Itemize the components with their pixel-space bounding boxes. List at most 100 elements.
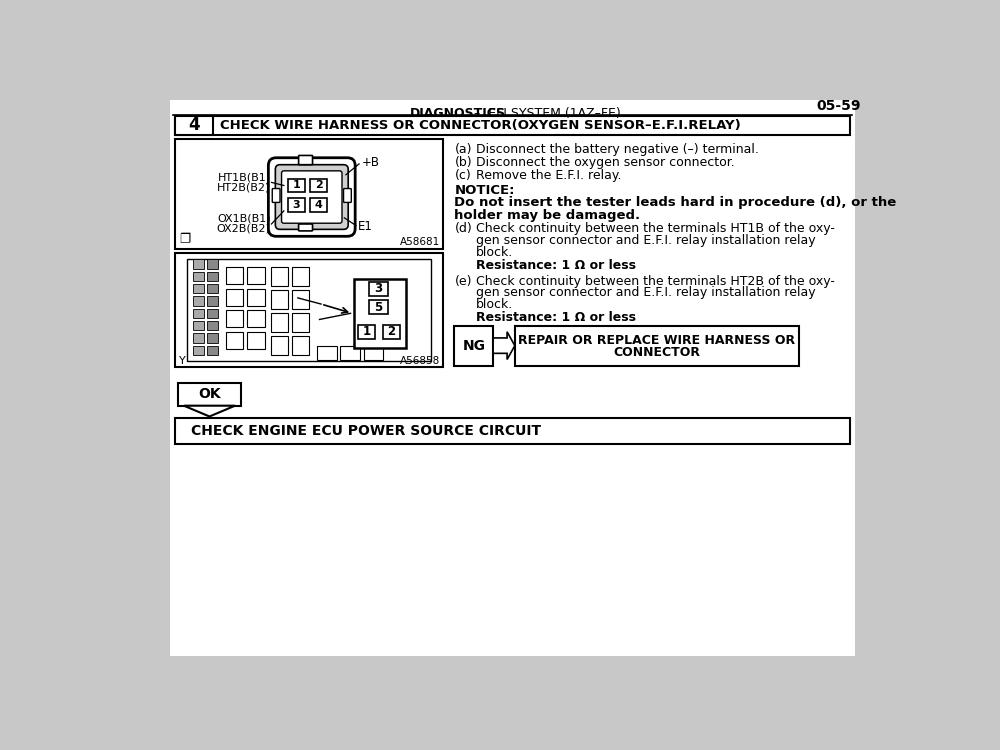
Bar [207, 346, 218, 355]
Text: Disconnect the battery negative (–) terminal.: Disconnect the battery negative (–) term… [476, 143, 759, 156]
Text: 3: 3 [292, 200, 300, 210]
Text: 4: 4 [188, 116, 200, 134]
Text: 5: 5 [374, 301, 383, 313]
Bar [193, 284, 204, 293]
Text: holder may be damaged.: holder may be damaged. [454, 209, 640, 221]
Text: 1: 1 [292, 181, 300, 190]
Text: +B: +B [361, 156, 379, 169]
FancyBboxPatch shape [272, 188, 280, 202]
Text: –  EFI SYSTEM (1AZ–FE): – EFI SYSTEM (1AZ–FE) [470, 107, 621, 120]
FancyBboxPatch shape [299, 224, 313, 231]
Bar [340, 346, 360, 359]
Text: A56858: A56858 [400, 356, 440, 366]
Text: Disconnect the oxygen sensor connector.: Disconnect the oxygen sensor connector. [476, 156, 735, 170]
Bar [364, 346, 383, 359]
Text: HT2B(B2): HT2B(B2) [217, 182, 271, 192]
Bar [454, 326, 493, 366]
Bar [226, 310, 243, 327]
Bar [175, 116, 850, 135]
Text: (e): (e) [454, 274, 472, 288]
Text: Y: Y [179, 356, 186, 366]
Bar [354, 279, 406, 348]
Text: gen sensor connector and E.F.I. relay installation relay: gen sensor connector and E.F.I. relay in… [476, 234, 816, 247]
Text: Resistance: 1 Ω or less: Resistance: 1 Ω or less [476, 259, 636, 272]
Bar [175, 254, 443, 368]
Bar [292, 267, 309, 286]
Bar [310, 198, 327, 211]
Text: 05-59: 05-59 [817, 99, 861, 113]
Bar [292, 290, 309, 309]
Bar [187, 260, 431, 361]
Text: NG: NG [462, 339, 485, 352]
Bar [358, 325, 375, 339]
Bar [178, 382, 241, 406]
Text: (a): (a) [454, 143, 472, 156]
FancyBboxPatch shape [275, 165, 348, 230]
Bar [193, 309, 204, 318]
Polygon shape [184, 406, 235, 416]
Bar [193, 272, 204, 281]
Text: 2: 2 [315, 181, 323, 190]
Text: HT1B(B1): HT1B(B1) [218, 172, 271, 182]
Bar [193, 346, 204, 355]
Bar [292, 337, 309, 355]
Bar [247, 310, 264, 327]
Bar [207, 260, 218, 268]
Bar [193, 321, 204, 330]
Bar [193, 296, 204, 305]
Text: gen sensor connector and E.F.I. relay installation relay: gen sensor connector and E.F.I. relay in… [476, 286, 816, 299]
Bar [175, 116, 213, 135]
Text: block.: block. [476, 298, 513, 311]
Bar [207, 284, 218, 293]
Text: OX1B(B1): OX1B(B1) [217, 214, 271, 223]
Bar [292, 314, 309, 332]
Bar [207, 309, 218, 318]
Bar [207, 272, 218, 281]
Bar [271, 290, 288, 309]
Bar [271, 337, 288, 355]
Bar [207, 296, 218, 305]
Text: OK: OK [198, 387, 221, 401]
Text: Resistance: 1 Ω or less: Resistance: 1 Ω or less [476, 311, 636, 324]
Text: OX2B(B2): OX2B(B2) [217, 224, 271, 233]
Bar [170, 100, 855, 656]
Text: 2: 2 [388, 326, 396, 338]
FancyBboxPatch shape [282, 171, 342, 224]
Text: Check continuity between the terminals HT2B of the oxy-: Check continuity between the terminals H… [476, 274, 835, 288]
Polygon shape [493, 332, 515, 359]
Bar [369, 300, 388, 314]
Bar [226, 332, 243, 349]
Bar [383, 325, 400, 339]
Text: ❐: ❐ [179, 232, 190, 245]
Text: CONNECTOR: CONNECTOR [614, 346, 701, 359]
Bar [515, 326, 799, 366]
Bar [271, 267, 288, 286]
Bar [207, 333, 218, 343]
Bar [226, 267, 243, 284]
Bar [271, 314, 288, 332]
Text: E1: E1 [358, 220, 372, 232]
Bar [226, 289, 243, 305]
Bar [369, 282, 388, 296]
Text: DIAGNOSTICS: DIAGNOSTICS [410, 107, 506, 120]
Bar [247, 267, 264, 284]
Text: 1: 1 [363, 326, 371, 338]
Text: (d): (d) [454, 223, 472, 236]
Bar [288, 198, 305, 211]
Bar [310, 178, 327, 193]
Bar [193, 260, 204, 268]
Text: block.: block. [476, 245, 513, 259]
Bar [175, 140, 443, 250]
FancyBboxPatch shape [344, 188, 351, 202]
Text: (b): (b) [454, 156, 472, 170]
Bar [288, 178, 305, 193]
Text: Remove the E.F.I. relay.: Remove the E.F.I. relay. [476, 170, 622, 182]
Text: REPAIR OR REPLACE WIRE HARNESS OR: REPAIR OR REPLACE WIRE HARNESS OR [518, 334, 796, 346]
Text: CHECK ENGINE ECU POWER SOURCE CIRCUIT: CHECK ENGINE ECU POWER SOURCE CIRCUIT [191, 424, 541, 438]
Bar [247, 332, 264, 349]
Bar [247, 289, 264, 305]
Text: CHECK WIRE HARNESS OR CONNECTOR(OXYGEN SENSOR–E.F.I.RELAY): CHECK WIRE HARNESS OR CONNECTOR(OXYGEN S… [220, 119, 740, 132]
Text: Check continuity between the terminals HT1B of the oxy-: Check continuity between the terminals H… [476, 223, 835, 236]
Text: 3: 3 [374, 282, 382, 296]
FancyBboxPatch shape [268, 158, 355, 236]
